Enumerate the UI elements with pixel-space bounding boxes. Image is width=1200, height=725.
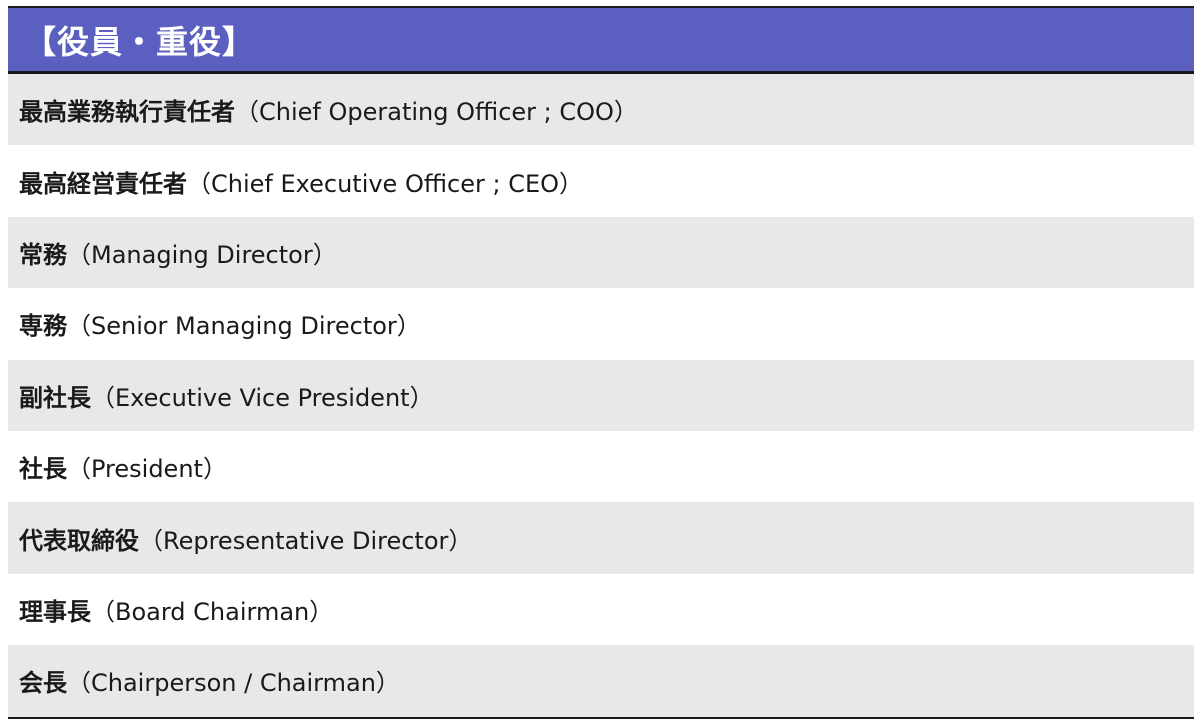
table-row: 専務 （Senior Managing Director） [8, 288, 1194, 360]
table-row: 最高経営責任者 （Chief Executive Officer ; CEO） [8, 145, 1194, 217]
title-english: （President） [67, 455, 227, 484]
titles-table: 【役員・重役】 最高業務執行責任者 （Chief Operating Office… [8, 6, 1194, 719]
table-row: 社長 （President） [8, 430, 1194, 503]
title-english: （Senior Managing Director） [67, 312, 421, 341]
title-english: （Representative Director） [139, 526, 473, 555]
title-japanese: 会長 [19, 669, 67, 698]
title-japanese: 社長 [19, 455, 67, 484]
title-japanese: 代表取締役 [19, 526, 139, 555]
table-row: 最高業務執行責任者 （Chief Operating Officer ; COO） [8, 74, 1194, 146]
table-title: 【役員・重役】 [24, 22, 256, 61]
table-row: 代表取締役 （Representative Director） [8, 502, 1194, 574]
title-english: （Chief Executive Officer ; CEO） [187, 169, 584, 198]
title-japanese: 副社長 [19, 383, 91, 412]
title-english: （Chief Operating Officer ; COO） [235, 98, 638, 127]
title-japanese: 常務 [19, 240, 67, 269]
title-english: （Board Chairman） [91, 597, 334, 626]
title-english: （Chairperson / Chairman） [67, 669, 400, 698]
title-japanese: 最高業務執行責任者 [19, 98, 235, 127]
title-japanese: 最高経営責任者 [19, 169, 187, 198]
table-row: 理事長 （Board Chairman） [8, 573, 1194, 646]
table-header: 【役員・重役】 [8, 8, 1194, 74]
title-japanese: 専務 [19, 312, 67, 341]
table-row: 会長 （Chairperson / Chairman） [8, 645, 1194, 717]
title-japanese: 理事長 [19, 597, 91, 626]
title-english: （Executive Vice President） [91, 383, 434, 412]
table-row: 常務 （Managing Director） [8, 216, 1194, 289]
title-english: （Managing Director） [67, 240, 337, 269]
table-row: 副社長 （Executive Vice President） [8, 359, 1194, 431]
